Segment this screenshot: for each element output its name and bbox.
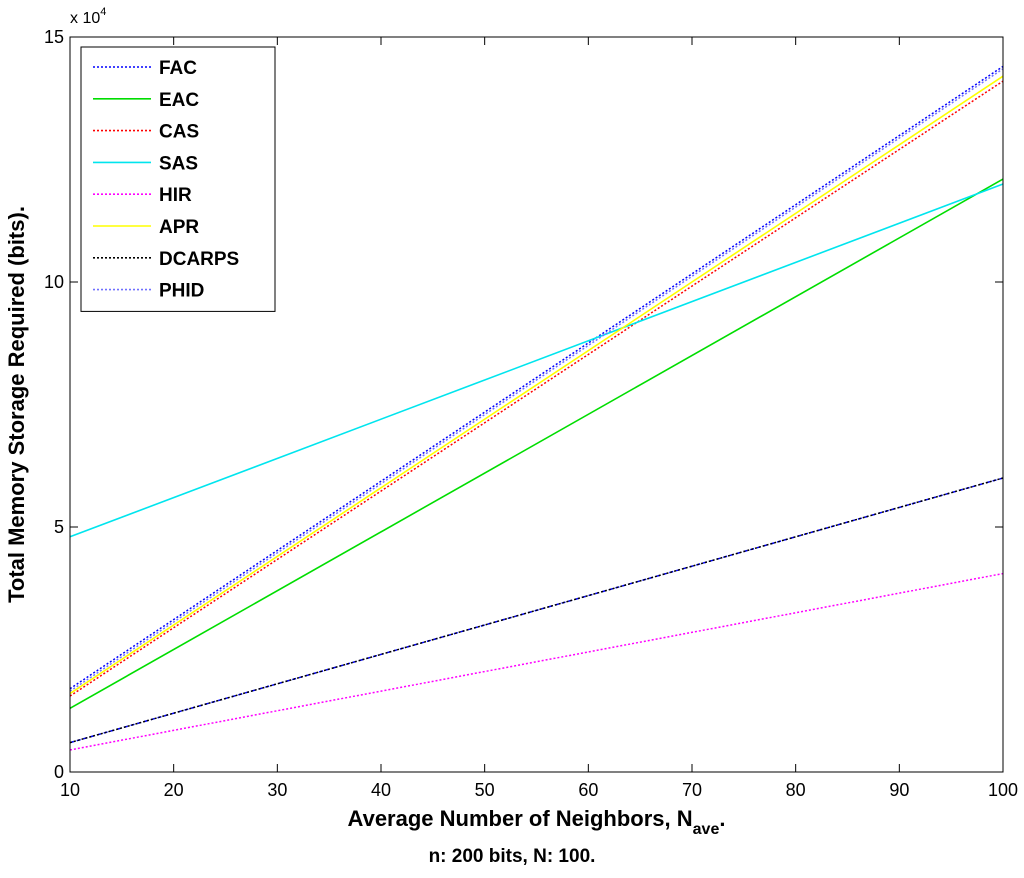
x-tick-label: 60 [578,780,598,800]
tick-labels: 10 20 30 40 50 60 70 80 90 100 0 5 10 15 [44,27,1018,800]
legend-label: FAC [159,58,197,79]
x-tick-label: 70 [682,780,702,800]
plot-lines [69,65,1004,751]
legend-label: CAS [159,122,199,143]
legend-label: HIR [159,185,192,206]
axis-ticks [69,36,1004,773]
x-tick-label: 40 [371,780,391,800]
legend-label: EAC [159,90,199,111]
legend-item-phid: PHID [93,281,204,302]
legend-label: PHID [159,281,204,302]
y-exponent-label: x 104 [70,6,106,27]
x-axis-label: Average Number of Neighbors, Nave. [348,806,726,838]
series-line-hir [69,572,1004,751]
x-tick-label: 10 [60,780,80,800]
legend-item-cas: CAS [93,122,199,143]
series-line-fac [69,65,1004,690]
legend-item-hir: HIR [93,185,192,206]
series-line-phid [69,68,1004,692]
legend-item-apr: APR [93,217,199,238]
x-tick-label: 80 [786,780,806,800]
series-line-apr [69,75,1004,695]
series-line-dcarps [69,477,1004,744]
plot-frame [69,36,1004,773]
x-tick-label: 100 [988,780,1018,800]
legend: FAC EAC CAS SAS HIR APR DCARPS PHID [80,46,276,312]
x-tick-label: 90 [889,780,909,800]
x-tick-label: 20 [164,780,184,800]
legend-item-fac: FAC [93,58,197,79]
y-axis-label: Total Memory Storage Required (bits). [4,206,29,603]
legend-label: DCARPS [159,249,239,270]
legend-label: SAS [159,153,198,174]
legend-box [80,46,276,312]
legend-item-dcarps: DCARPS [93,249,239,270]
series-line-sas [69,183,1004,538]
y-tick-label: 10 [44,272,64,292]
legend-label: APR [159,217,199,238]
series-line-eac [69,178,1004,709]
y-tick-label: 15 [44,27,64,47]
legend-item-eac: EAC [93,90,199,111]
x-tick-label: 50 [475,780,495,800]
legend-item-sas: SAS [93,153,198,174]
y-tick-label: 5 [54,517,64,537]
x-tick-label: 30 [267,780,287,800]
y-tick-label: 0 [54,762,64,782]
chart-subtitle: n: 200 bits, N: 100. [428,846,596,867]
